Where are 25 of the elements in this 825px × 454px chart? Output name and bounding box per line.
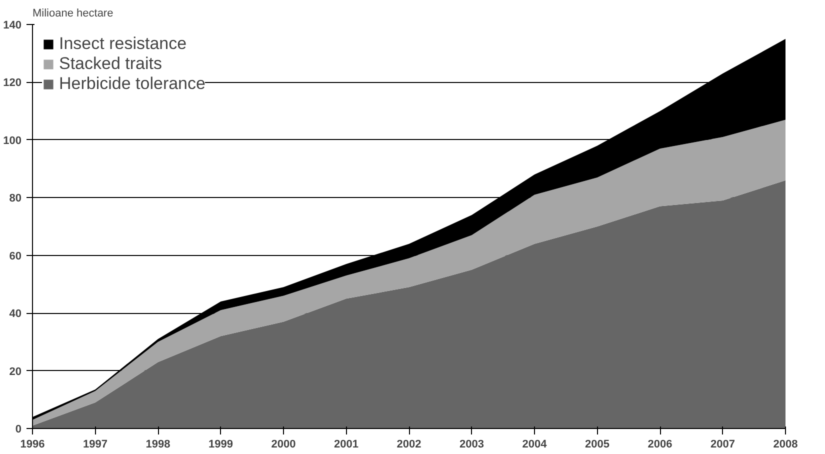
- y-tick-label: 100: [3, 134, 22, 147]
- legend-label: Herbicide tolerance: [59, 74, 206, 94]
- x-tick-label: 2005: [585, 438, 610, 450]
- x-tick-label: 1999: [208, 438, 233, 450]
- legend-label: Insect resistance: [59, 34, 187, 54]
- y-tick-label: 60: [9, 250, 22, 262]
- x-tick-label: 2002: [396, 438, 422, 450]
- x-tick-label: 2008: [773, 438, 798, 450]
- y-axis-title: Milioane hectare: [32, 8, 114, 20]
- x-tick-label: 2004: [522, 438, 548, 450]
- y-tick-label: 40: [9, 308, 22, 320]
- x-tick-label: 2007: [710, 438, 735, 450]
- x-tick-label: 2001: [334, 438, 358, 450]
- x-tick-label: 2000: [271, 438, 296, 450]
- y-tick-label: 140: [3, 20, 22, 32]
- y-tick-label: 120: [3, 77, 22, 90]
- y-tick-label: 20: [9, 366, 22, 378]
- x-tick-label: 2006: [648, 438, 672, 450]
- y-tick-label: 0: [15, 424, 22, 436]
- x-tick-label: 2003: [460, 438, 484, 450]
- legend-label: Stacked traits: [59, 54, 162, 74]
- x-tick-label: 1997: [83, 438, 108, 450]
- x-tick-label: 1998: [146, 438, 170, 450]
- y-tick-label: 80: [9, 192, 22, 205]
- x-tick-label: 1996: [20, 438, 45, 450]
